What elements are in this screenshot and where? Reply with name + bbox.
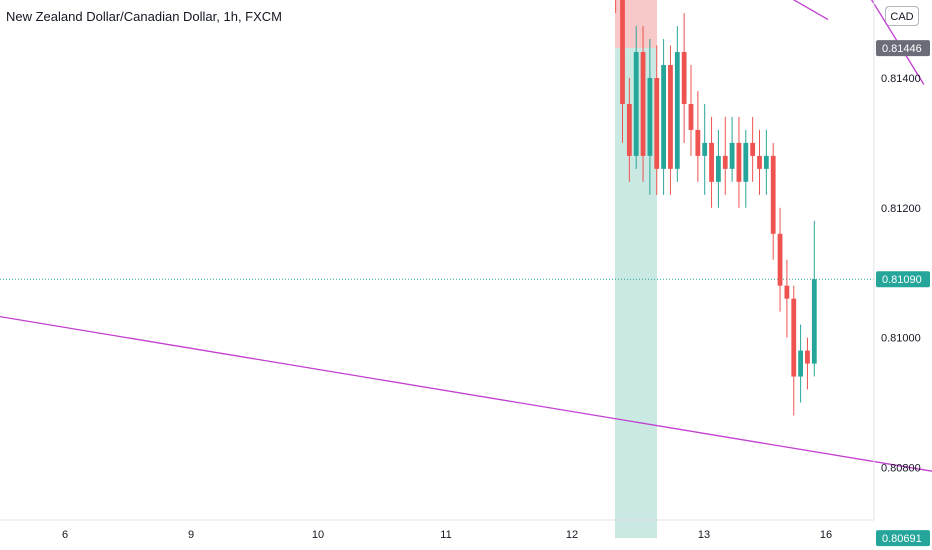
- price-tick-label: 0.81200: [881, 203, 921, 215]
- candle-up: [702, 142, 708, 156]
- candle-down: [654, 78, 660, 169]
- price-tick-label: 0.81400: [881, 73, 921, 85]
- price-badge-last-price: [876, 271, 930, 288]
- trendline-middle-channel: [792, 0, 829, 21]
- price-badge-label: 0.81090: [882, 274, 922, 286]
- candle-down: [736, 142, 742, 182]
- candle-up: [729, 142, 735, 169]
- time-tick-label: 10: [312, 529, 324, 541]
- chart-title: New Zealand Dollar/Canadian Dollar, 1h, …: [6, 9, 283, 24]
- trendlines: [0, 0, 932, 472]
- time-tick-label: 9: [188, 529, 194, 541]
- candle-down: [681, 52, 687, 104]
- candle-up: [763, 155, 769, 169]
- candle-down: [791, 298, 797, 377]
- price-badge-label: 0.81446: [882, 43, 922, 55]
- candle-down: [805, 350, 810, 364]
- price-badge-label: 0.80691: [882, 533, 922, 545]
- price-badge-take-profit: [876, 530, 930, 547]
- candle-up: [674, 52, 680, 169]
- candle-down: [757, 155, 762, 169]
- candle-down: [668, 65, 673, 169]
- time-tick-label: 6: [62, 529, 68, 541]
- time-tick-label: 13: [698, 529, 710, 541]
- candle-down: [695, 129, 701, 156]
- candle-down: [688, 103, 694, 130]
- trendline-lower-channel: [0, 315, 932, 472]
- time-tick-label: 12: [566, 529, 578, 541]
- price-tick-label: 0.80800: [881, 462, 921, 474]
- candle-down: [709, 142, 714, 182]
- candle-up: [633, 52, 639, 156]
- time-tick-label: 16: [820, 529, 832, 541]
- candle-up: [743, 142, 749, 182]
- candle-up: [647, 78, 653, 156]
- candle-down: [750, 142, 756, 156]
- candle-up: [716, 155, 721, 182]
- price-badge-entry: [876, 40, 930, 57]
- candle-down: [770, 155, 776, 234]
- currency-button[interactable]: CAD: [885, 6, 919, 26]
- candle-down: [784, 285, 790, 299]
- candle-down: [777, 233, 783, 286]
- candles: [615, 0, 817, 416]
- candle-up: [811, 279, 817, 364]
- candle-down: [722, 155, 728, 169]
- candle-down: [640, 52, 646, 156]
- candle-down: [620, 0, 625, 104]
- candle-up: [798, 350, 803, 377]
- candle-up: [661, 65, 666, 169]
- candle-down: [626, 103, 632, 156]
- trendline-upper-channel: [870, 0, 925, 85]
- price-tick-label: 0.81000: [881, 333, 921, 345]
- time-tick-label: 11: [440, 529, 451, 541]
